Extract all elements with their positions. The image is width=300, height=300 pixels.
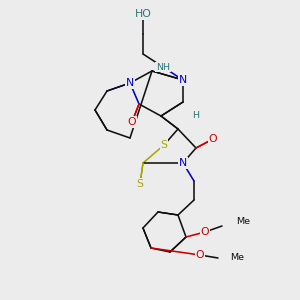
Text: HO: HO	[135, 9, 152, 19]
Text: O: O	[209, 134, 217, 144]
Text: Me: Me	[230, 254, 244, 262]
Text: N: N	[179, 75, 187, 85]
Text: N: N	[179, 158, 187, 168]
Text: S: S	[136, 179, 143, 189]
Text: O: O	[201, 227, 209, 237]
Text: H: H	[193, 112, 200, 121]
Text: N: N	[126, 78, 134, 88]
Text: S: S	[160, 140, 167, 150]
Text: O: O	[128, 117, 136, 127]
Text: Me: Me	[236, 217, 250, 226]
Text: O: O	[196, 250, 204, 260]
Text: NH: NH	[156, 62, 170, 71]
